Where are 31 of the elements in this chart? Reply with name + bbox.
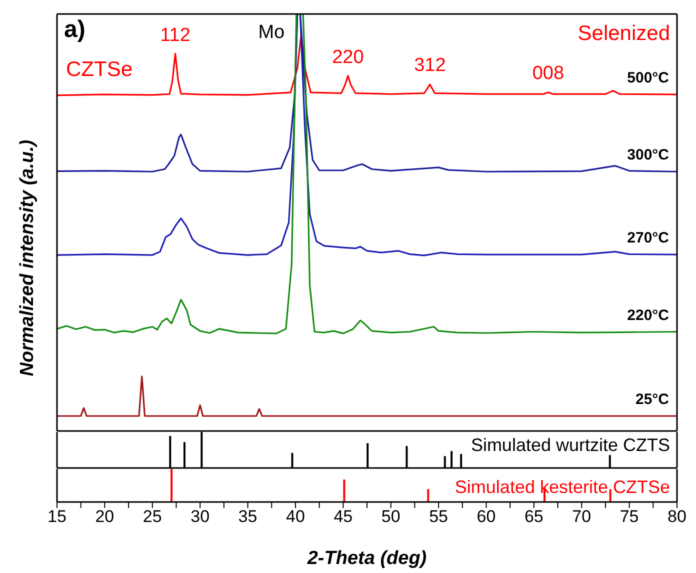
x-tick-label: 45 bbox=[334, 507, 353, 526]
x-tick-label: 30 bbox=[190, 507, 210, 526]
series-label: Simulated kesterite CZTSe bbox=[454, 477, 670, 498]
x-tick-label: 25 bbox=[142, 507, 162, 526]
x-tick-label: 60 bbox=[476, 507, 496, 526]
annotation: 312 bbox=[414, 55, 446, 78]
series-label: Simulated wurtzite CZTS bbox=[470, 435, 670, 456]
series-label: 500°C bbox=[627, 69, 670, 86]
annotation: 112 bbox=[160, 24, 190, 47]
x-tick-label: 15 bbox=[48, 507, 66, 526]
series-label: 220°C bbox=[627, 306, 670, 324]
x-tick-label: 50 bbox=[381, 507, 400, 526]
x-tick-label: 40 bbox=[286, 507, 305, 526]
x-tick-label: 55 bbox=[429, 507, 448, 526]
series-label: 25°C bbox=[635, 390, 670, 408]
x-tick-label: 70 bbox=[572, 507, 592, 526]
annotation: 008 bbox=[532, 63, 564, 86]
x-axis-title: 2-Theta (deg) bbox=[306, 548, 427, 569]
series-label: 270°C bbox=[627, 230, 670, 247]
x-tick-label: 65 bbox=[524, 507, 544, 526]
annotation: Selenized bbox=[578, 22, 670, 46]
annotation: Mo bbox=[258, 22, 285, 44]
annotation: CZTSe bbox=[66, 58, 133, 82]
annotation: a) bbox=[64, 16, 86, 44]
series-label: 300°C bbox=[627, 146, 670, 164]
x-tick-label: 80 bbox=[668, 507, 686, 526]
x-tick-label: 75 bbox=[620, 507, 639, 526]
y-axis-title: Normalized intensity (a.u.) bbox=[17, 140, 39, 376]
x-tick-label: 20 bbox=[95, 507, 114, 526]
x-tick-label: 35 bbox=[238, 507, 258, 526]
annotation: 220 bbox=[332, 46, 364, 69]
